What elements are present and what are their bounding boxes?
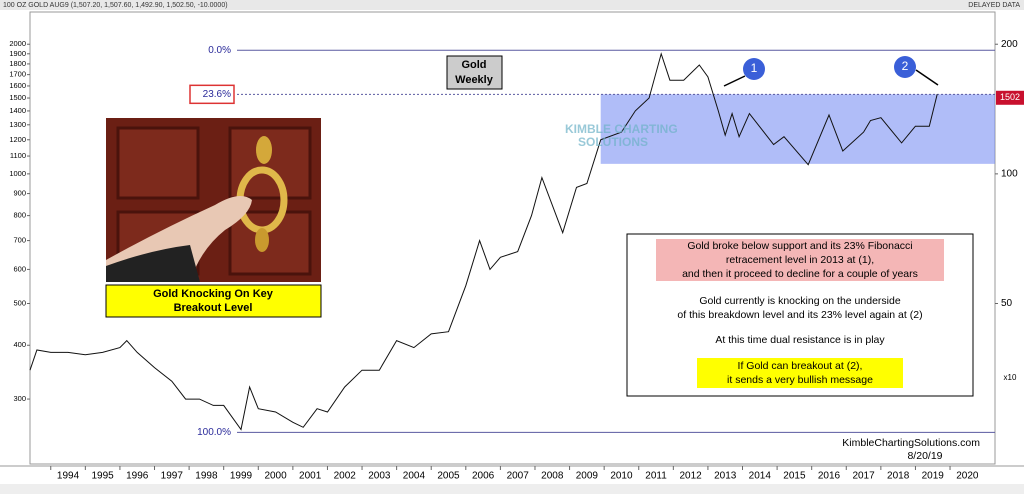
y2-tick-label: 200 <box>1001 39 1018 50</box>
watermark: SOLUTIONS <box>578 135 648 149</box>
x-tick-label: 2005 <box>437 471 460 482</box>
y2-tick-label: 50 <box>1001 298 1013 309</box>
last-price-label: 1502 <box>1000 92 1020 102</box>
title-box <box>446 55 503 90</box>
header-bar <box>0 0 1024 10</box>
x-tick-label: 1994 <box>57 471 80 482</box>
price-line <box>29 52 938 431</box>
y-tick-label: 700 <box>13 236 26 245</box>
photo <box>106 118 321 282</box>
y-tick-label: 400 <box>13 340 26 349</box>
y-tick-label: 2000 <box>9 39 26 48</box>
y-tick-label: 800 <box>13 211 26 220</box>
callout-circle <box>743 58 765 80</box>
y-tick-label: 300 <box>13 394 26 403</box>
callout-circle <box>894 56 916 78</box>
caption-line: Gold Knocking On Key <box>153 288 274 300</box>
x-tick-label: 1999 <box>230 471 253 482</box>
x-tick-label: 2012 <box>680 471 703 482</box>
x-tick-label: 2017 <box>852 471 875 482</box>
y-tick-label: 1200 <box>9 135 26 144</box>
x-tick-label: 2019 <box>922 471 945 482</box>
commentary-line: Gold currently is knocking on the unders… <box>699 295 901 307</box>
header-status: DELAYED DATA <box>968 2 1020 9</box>
title-line: Weekly <box>455 74 494 86</box>
y-tick-label: 1100 <box>10 151 26 160</box>
caption-line: Breakout Level <box>174 302 253 314</box>
x-tick-label: 2010 <box>610 471 633 482</box>
y-tick-label: 1300 <box>9 120 26 129</box>
commentary-highlight <box>697 358 903 388</box>
fib-label-box <box>189 84 235 105</box>
y-tick-label: 500 <box>13 298 26 307</box>
x-tick-label: 2002 <box>334 471 357 482</box>
commentary-line: of this breakdown level and its 23% leve… <box>677 309 922 321</box>
fib-label: 0.0% <box>208 45 231 56</box>
x-tick-label: 2013 <box>714 471 737 482</box>
x-tick-label: 1997 <box>161 471 184 482</box>
header-title: 100 OZ GOLD AUG9 (1,507.20, 1,507.60, 1,… <box>3 2 228 9</box>
x-tick-label: 2014 <box>749 471 772 482</box>
y-tick-label: 1400 <box>9 106 26 115</box>
commentary-line: it sends a very bullish message <box>727 374 873 386</box>
x-tick-label: 2020 <box>956 471 979 482</box>
commentary-line: If Gold can breakout at (2), <box>738 360 863 372</box>
footer-date: 8/20/19 <box>907 450 942 462</box>
y-tick-label: 1700 <box>9 70 26 79</box>
x-tick-label: 2008 <box>541 471 564 482</box>
x-tick-label: 2003 <box>368 471 391 482</box>
x-tick-label: 2015 <box>783 471 806 482</box>
x-tick-label: 2001 <box>299 471 322 482</box>
last-price-box <box>996 90 1024 105</box>
watermark: KIMBLE CHARTING <box>565 122 678 136</box>
title-line: Gold <box>461 59 486 71</box>
x-tick-label: 2006 <box>472 471 495 482</box>
callout-label: 2 <box>902 59 909 73</box>
callout-label: 1 <box>751 61 758 75</box>
y-tick-label: 1600 <box>9 81 26 90</box>
caption-box <box>105 284 322 318</box>
y-tick-label: 1000 <box>9 169 26 178</box>
x-tick-label: 1995 <box>92 471 115 482</box>
callout-arrow <box>915 69 939 86</box>
x-tick-label: 1998 <box>195 471 218 482</box>
callout-arrow <box>723 75 746 87</box>
scrollbar <box>0 484 1024 494</box>
commentary-line: retracement level in 2013 at (1), <box>726 254 874 266</box>
x-tick-label: 2007 <box>507 471 530 482</box>
x-tick-label: 2000 <box>264 471 287 482</box>
x-tick-label: 1996 <box>126 471 149 482</box>
commentary-highlight <box>656 239 944 281</box>
x-tick-label: 2016 <box>818 471 841 482</box>
x-tick-label: 2009 <box>576 471 599 482</box>
commentary-line: At this time dual resistance is in play <box>715 334 885 346</box>
x-tick-label: 2018 <box>887 471 910 482</box>
y-tick-label: 600 <box>13 264 26 273</box>
commentary-line: Gold broke below support and its 23% Fib… <box>687 240 912 252</box>
fib-label: 100.0% <box>197 427 231 438</box>
fib-label: 23.6% <box>203 89 231 100</box>
y2-axis-label: x10 <box>1004 373 1017 382</box>
footer-site: KimbleChartingSolutions.com <box>842 437 980 449</box>
x-tick-label: 2004 <box>403 471 426 482</box>
x-tick-label: 2011 <box>645 471 667 482</box>
y-tick-label: 900 <box>13 189 26 198</box>
commentary-line: and then it proceed to decline for a cou… <box>682 268 918 280</box>
y-tick-label: 1500 <box>9 93 26 102</box>
y-tick-label: 1900 <box>9 49 26 58</box>
y2-tick-label: 100 <box>1001 169 1018 180</box>
y-tick-label: 1800 <box>9 59 26 68</box>
